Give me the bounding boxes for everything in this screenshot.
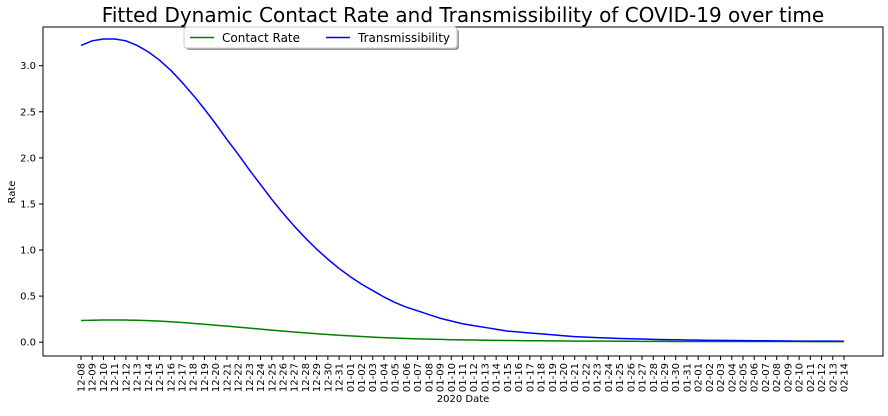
x-tick-label: 01-09 — [436, 363, 447, 392]
x-tick-label: 02-13 — [828, 363, 839, 392]
x-tick-label: 02-14 — [840, 363, 851, 392]
x-tick-label: 12-27 — [290, 363, 301, 392]
plot-area: 0.00.51.01.52.02.53.012-08 12-09 12-10 12-1… — [20, 26, 884, 392]
x-tick-label: 12-09 — [88, 363, 99, 392]
x-tick-label: 01-28 — [649, 363, 660, 392]
x-tick-label: 12-13 — [133, 363, 144, 392]
legend-label-contact-rate: Contact Rate — [222, 31, 300, 45]
x-tick-label: 01-05 — [391, 363, 402, 392]
x-tick-label: 01-13 — [480, 363, 491, 392]
x-tick-label: 01-20 — [559, 363, 570, 392]
x-tick-label: 12-26 — [278, 363, 289, 392]
x-tick-label: 01-25 — [615, 363, 626, 392]
x-tick-label: 02-01 — [694, 363, 705, 392]
x-tick-label: 02-07 — [761, 363, 772, 392]
x-tick-label: 01-29 — [660, 363, 671, 392]
x-tick-label: 01-23 — [593, 363, 604, 392]
x-tick-label: 01-19 — [548, 363, 559, 392]
x-tick-label: 12-08 — [77, 363, 88, 392]
x-tick-label: 02-04 — [727, 363, 738, 392]
y-tick-label: 0.0 — [20, 338, 36, 349]
x-tick-label: 01-06 — [402, 363, 413, 392]
y-tick-label: 3.0 — [20, 61, 36, 72]
x-tick-label: 01-24 — [604, 363, 615, 392]
legend: Contact Rate Transmissibility — [183, 26, 459, 50]
x-tick-label: 01-16 — [514, 363, 525, 392]
x-tick-label: 01-10 — [447, 363, 458, 392]
x-tick-label: 02-06 — [750, 363, 761, 392]
x-tick-label: 01-22 — [581, 363, 592, 392]
x-tick-label: 12-14 — [144, 363, 155, 392]
x-tick-label: 01-26 — [626, 363, 637, 392]
legend-label-transmissibility: Transmissibility — [357, 31, 450, 45]
x-tick-label: 01-03 — [368, 363, 379, 392]
x-tick-label: 12-31 — [335, 363, 346, 392]
x-tick-label: 01-12 — [469, 363, 480, 392]
legend-box — [183, 26, 458, 49]
x-tick-label: 12-25 — [267, 363, 278, 392]
series-line-transmissibility — [80, 38, 845, 342]
y-tick-label: 1.0 — [20, 246, 36, 257]
y-tick-label: 2.0 — [20, 153, 36, 164]
x-tick-label: 02-12 — [817, 363, 828, 392]
x-tick-label: 12-24 — [256, 363, 267, 392]
x-tick-label: 01-01 — [346, 363, 357, 392]
x-tick-label: 12-11 — [110, 363, 121, 392]
x-tick-label: 02-09 — [783, 363, 794, 392]
series-line-contact-rate — [80, 319, 844, 343]
plot-frame — [42, 26, 884, 357]
x-tick-label: 02-05 — [739, 363, 750, 392]
x-tick-label: 12-18 — [189, 363, 200, 392]
chart-title: Fitted Dynamic Contact Rate and Transmis… — [102, 3, 824, 27]
x-tick-label: 12-29 — [312, 363, 323, 392]
x-tick-label: 02-10 — [795, 363, 806, 392]
x-tick-label: 12-23 — [245, 363, 256, 392]
x-tick-label: 01-15 — [503, 363, 514, 392]
x-tick-label: 02-08 — [772, 363, 783, 392]
y-axis-label: Rate — [7, 181, 18, 204]
x-tick-label: 01-31 — [682, 363, 693, 392]
x-tick-label: 01-08 — [424, 363, 435, 392]
x-tick-label: 02-03 — [716, 363, 727, 392]
x-tick-label: 01-27 — [638, 363, 649, 392]
y-tick-label: 2.5 — [20, 107, 36, 118]
x-tick-label: 12-17 — [177, 363, 188, 392]
x-tick-label: 01-17 — [525, 363, 536, 392]
x-tick-label: 12-19 — [200, 363, 211, 392]
x-tick-label: 01-04 — [379, 363, 390, 392]
x-tick-label: 12-30 — [323, 363, 334, 392]
x-axis-label: 2020 Date — [437, 394, 490, 405]
x-tick-label: 01-02 — [357, 363, 368, 392]
x-tick-label: 12-28 — [301, 363, 312, 392]
x-tick-label: 12-21 — [222, 363, 233, 392]
x-tick-label: 12-22 — [234, 363, 245, 392]
x-tick-label: 12-10 — [99, 363, 110, 392]
x-tick-label: 02-02 — [705, 363, 716, 392]
x-tick-label: 12-15 — [155, 363, 166, 392]
x-tick-label: 01-14 — [492, 363, 503, 392]
y-tick-label: 1.5 — [20, 199, 36, 210]
x-tick-label: 12-20 — [211, 363, 222, 392]
x-tick-label: 01-18 — [537, 363, 548, 392]
y-tick-label: 0.5 — [20, 292, 36, 303]
x-tick-label: 01-11 — [458, 363, 469, 392]
x-tick-label: 01-07 — [413, 363, 424, 392]
x-tick-label: 01-30 — [671, 363, 682, 392]
x-tick-label: 02-11 — [806, 363, 817, 392]
x-tick-label: 12-16 — [166, 363, 177, 392]
x-tick-label: 01-21 — [570, 363, 581, 392]
x-tick-label: 12-12 — [121, 363, 132, 392]
